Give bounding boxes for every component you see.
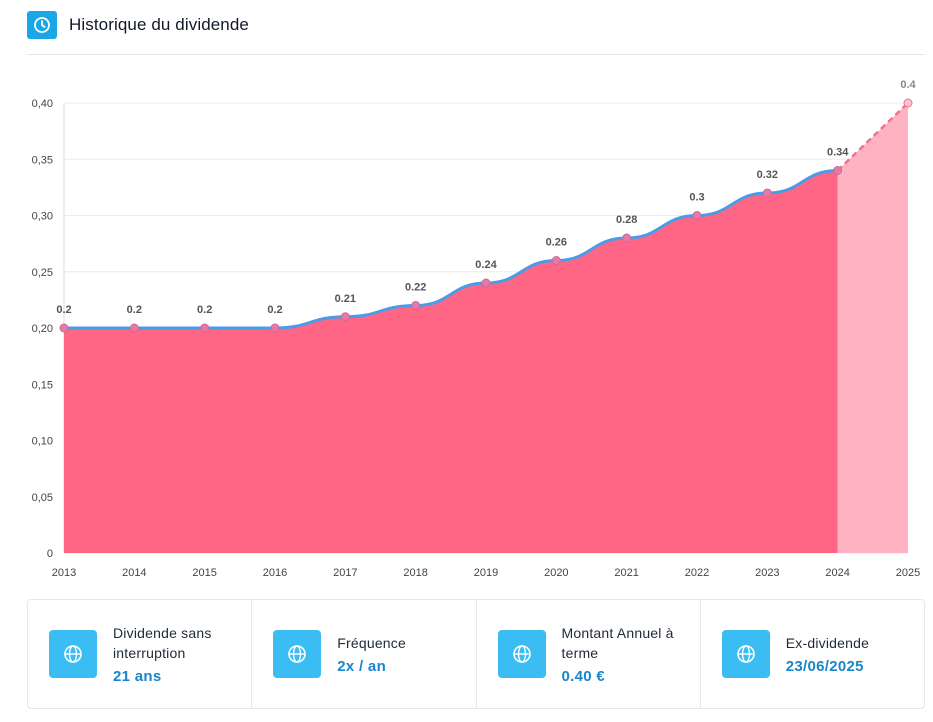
data-point <box>340 312 350 322</box>
dividend-chart: 0 0,05 0,10 0,15 0,20 0,25 0,30 0,35 0,40 2013 201… <box>0 60 933 590</box>
forecast-area <box>837 103 908 553</box>
data-label: 0.22 <box>405 282 426 294</box>
forecast-line <box>836 102 909 172</box>
data-label: 0.2 <box>127 304 142 316</box>
data-point <box>622 233 632 243</box>
data-point <box>59 323 69 333</box>
x-tick-label: 2018 <box>403 567 427 579</box>
data-label: 0.2 <box>56 304 71 316</box>
stat-card-ex-dividend: Ex-dividende 23/06/2025 <box>701 600 924 708</box>
data-point <box>411 301 421 310</box>
x-tick-label: 2023 <box>755 567 779 579</box>
stat-label: Ex-dividende <box>785 635 870 651</box>
data-label: 0.32 <box>757 169 778 181</box>
y-tick-label: 0,20 <box>32 323 53 335</box>
data-point <box>481 278 491 288</box>
x-tick-label: 2019 <box>474 567 498 579</box>
data-label: 0.26 <box>546 237 567 249</box>
data-point <box>551 256 561 265</box>
x-tick-label: 2025 <box>896 567 920 579</box>
y-tick-label: 0,35 <box>32 154 53 166</box>
globe-icon <box>497 630 546 678</box>
globe-icon <box>49 630 97 678</box>
page-header: Historique du dividende <box>27 10 249 40</box>
data-point <box>200 323 210 333</box>
x-tick-label: 2024 <box>825 567 849 579</box>
stat-label: Dividende sans interruption <box>113 625 212 661</box>
data-label: 0.2 <box>267 304 282 316</box>
stat-label: Montant Annuel à terme <box>561 625 674 661</box>
clock-icon <box>27 11 57 39</box>
stat-value: 23/06/2025 <box>785 658 864 675</box>
page-title: Historique du dividende <box>69 15 249 34</box>
data-point <box>692 211 702 220</box>
y-tick-label: 0 <box>47 548 53 560</box>
y-tick-label: 0,05 <box>32 492 53 504</box>
data-label: 0.3 <box>689 192 704 204</box>
stat-card-annual-amount: Montant Annuel à terme 0.40 € <box>477 600 701 708</box>
data-point <box>270 323 280 333</box>
x-tick-label: 2016 <box>263 567 287 579</box>
y-tick-label: 0,10 <box>32 436 53 448</box>
x-tick-label: 2020 <box>544 567 568 579</box>
stat-value: 0.40 € <box>561 668 606 685</box>
data-label: 0.34 <box>827 147 849 159</box>
stat-card-uninterrupted: Dividende sans interruption 21 ans <box>28 600 253 708</box>
x-tick-label: 2015 <box>192 567 216 579</box>
stat-value: 21 ans <box>113 668 162 685</box>
dividend-chart-svg: 0 0,05 0,10 0,15 0,20 0,25 0,30 0,35 0,40 2013 201… <box>32 79 921 579</box>
data-label: 0.4 <box>900 79 916 91</box>
data-point <box>762 188 772 198</box>
data-label: 0.24 <box>475 259 497 271</box>
data-point <box>903 98 913 108</box>
globe-icon <box>273 630 322 678</box>
y-tick-label: 0,15 <box>32 379 53 391</box>
dividend-area <box>64 170 838 553</box>
x-tick-label: 2021 <box>614 567 638 579</box>
data-point <box>833 166 843 175</box>
stat-card-frequency: Fréquence 2x / an <box>252 600 477 708</box>
data-label: 0.28 <box>616 214 637 226</box>
header-divider <box>27 54 925 55</box>
stat-label: Fréquence <box>337 635 406 651</box>
x-tick-label: 2014 <box>122 567 146 579</box>
x-tick-label: 2017 <box>333 567 357 579</box>
data-label: 0.2 <box>197 304 212 316</box>
globe-icon <box>721 630 770 678</box>
y-tick-label: 0,30 <box>32 211 53 223</box>
y-tick-label: 0,40 <box>32 98 53 110</box>
data-point <box>129 323 139 333</box>
stats-panel: Dividende sans interruption 21 ans Fréqu… <box>27 599 925 709</box>
x-tick-label: 2022 <box>685 567 709 579</box>
x-tick-label: 2013 <box>52 567 76 579</box>
stat-value: 2x / an <box>337 658 387 675</box>
y-tick-label: 0,25 <box>32 267 53 279</box>
data-label: 0.21 <box>335 293 356 305</box>
